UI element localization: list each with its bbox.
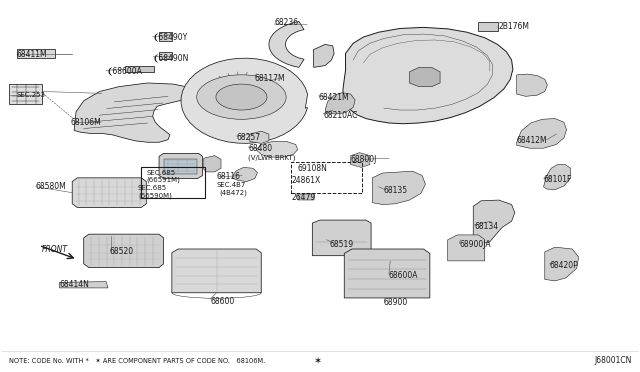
Polygon shape — [473, 200, 515, 243]
Polygon shape — [312, 220, 371, 256]
Text: 68480: 68480 — [248, 144, 273, 153]
Polygon shape — [232, 167, 257, 182]
Polygon shape — [256, 141, 298, 157]
Text: 68257: 68257 — [237, 133, 261, 142]
Text: 26479: 26479 — [291, 193, 316, 202]
Text: ❨68490N: ❨68490N — [153, 54, 189, 62]
Polygon shape — [60, 282, 108, 288]
Text: 68900JA: 68900JA — [460, 240, 491, 249]
Polygon shape — [125, 65, 154, 72]
Polygon shape — [172, 249, 261, 293]
Text: 24861X: 24861X — [291, 176, 321, 185]
Polygon shape — [269, 22, 304, 67]
Text: 68210AC: 68210AC — [323, 111, 358, 120]
Polygon shape — [250, 131, 269, 143]
Text: 68101F: 68101F — [543, 175, 572, 184]
Polygon shape — [448, 235, 484, 261]
Polygon shape — [351, 153, 370, 167]
Polygon shape — [204, 155, 221, 172]
Polygon shape — [343, 28, 513, 124]
Text: SEC.253: SEC.253 — [17, 92, 45, 98]
Text: (66591M): (66591M) — [147, 177, 180, 183]
Text: ❨68490Y: ❨68490Y — [153, 32, 188, 42]
Polygon shape — [159, 52, 172, 59]
Polygon shape — [72, 178, 147, 208]
Text: 68519: 68519 — [330, 240, 354, 249]
Text: J68001CN: J68001CN — [595, 356, 632, 365]
Text: 68411M: 68411M — [17, 50, 47, 59]
Text: 68117M: 68117M — [255, 74, 285, 83]
Polygon shape — [84, 234, 164, 267]
Polygon shape — [325, 93, 355, 114]
Text: 68800J: 68800J — [351, 155, 377, 164]
Text: ✶: ✶ — [313, 356, 321, 366]
Text: 2B176M: 2B176M — [499, 22, 530, 31]
Text: 68580M: 68580M — [36, 182, 67, 191]
Polygon shape — [344, 249, 430, 298]
Polygon shape — [298, 194, 314, 200]
Polygon shape — [314, 44, 334, 67]
Bar — [291, 162, 362, 193]
Text: NOTE: CODE No. WITH *   ✶ ARE COMPONENT PARTS OF CODE NO.   68106M.: NOTE: CODE No. WITH * ✶ ARE COMPONENT PA… — [9, 358, 265, 364]
Text: 68134: 68134 — [474, 221, 499, 231]
Text: 68600: 68600 — [210, 297, 234, 306]
Text: (V/LWR BRKT): (V/LWR BRKT) — [248, 155, 296, 161]
Polygon shape — [9, 84, 42, 105]
Text: 68236: 68236 — [274, 19, 298, 28]
Text: ❨68600A: ❨68600A — [106, 67, 142, 76]
Text: 68106M: 68106M — [71, 118, 102, 127]
Text: (4B472): (4B472) — [219, 190, 247, 196]
Text: SEC.685: SEC.685 — [138, 185, 167, 191]
Text: FRONT: FRONT — [42, 244, 68, 253]
Polygon shape — [545, 247, 579, 281]
Text: 68900: 68900 — [384, 298, 408, 307]
Polygon shape — [74, 83, 191, 142]
Text: 68421M: 68421M — [319, 93, 349, 102]
Text: 69108N: 69108N — [298, 164, 328, 173]
Polygon shape — [164, 158, 197, 174]
Ellipse shape — [196, 75, 286, 119]
Text: 68420P: 68420P — [550, 261, 579, 270]
Ellipse shape — [216, 84, 267, 110]
Polygon shape — [410, 67, 440, 87]
Text: 68412M: 68412M — [516, 136, 547, 145]
Text: 68520: 68520 — [109, 247, 133, 256]
Polygon shape — [372, 171, 426, 205]
Text: 68116: 68116 — [216, 172, 241, 181]
Text: 68414N: 68414N — [60, 280, 90, 289]
Polygon shape — [159, 32, 172, 41]
Polygon shape — [516, 74, 547, 96]
Polygon shape — [159, 153, 202, 179]
Polygon shape — [543, 164, 570, 190]
Text: 68135: 68135 — [384, 186, 408, 195]
Text: SEC.685: SEC.685 — [147, 170, 175, 176]
Polygon shape — [478, 22, 497, 31]
Text: SEC.4B7: SEC.4B7 — [216, 182, 246, 188]
Text: 68600A: 68600A — [389, 271, 419, 280]
Text: (66590M): (66590M) — [138, 192, 172, 199]
Polygon shape — [181, 58, 308, 143]
Polygon shape — [516, 119, 566, 148]
Polygon shape — [17, 49, 55, 58]
